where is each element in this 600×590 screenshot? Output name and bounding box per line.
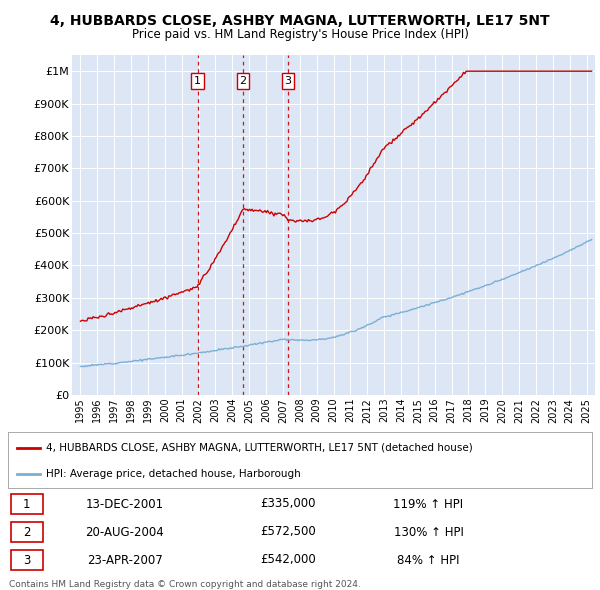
Text: 1: 1	[23, 497, 31, 510]
Text: HPI: Average price, detached house, Harborough: HPI: Average price, detached house, Harb…	[46, 469, 301, 479]
FancyBboxPatch shape	[11, 522, 43, 542]
Text: 2: 2	[239, 76, 247, 86]
Text: £542,000: £542,000	[260, 553, 316, 566]
Text: 3: 3	[23, 553, 31, 566]
FancyBboxPatch shape	[11, 494, 43, 514]
Text: £572,500: £572,500	[260, 526, 316, 539]
Text: 20-AUG-2004: 20-AUG-2004	[85, 526, 164, 539]
Text: 23-APR-2007: 23-APR-2007	[87, 553, 163, 566]
Text: 13-DEC-2001: 13-DEC-2001	[86, 497, 164, 510]
Text: Contains HM Land Registry data © Crown copyright and database right 2024.: Contains HM Land Registry data © Crown c…	[9, 580, 361, 589]
Text: 84% ↑ HPI: 84% ↑ HPI	[397, 553, 460, 566]
FancyBboxPatch shape	[11, 550, 43, 570]
Text: £335,000: £335,000	[260, 497, 316, 510]
Text: 119% ↑ HPI: 119% ↑ HPI	[394, 497, 464, 510]
Text: 3: 3	[284, 76, 292, 86]
Text: 1: 1	[194, 76, 201, 86]
Text: 4, HUBBARDS CLOSE, ASHBY MAGNA, LUTTERWORTH, LE17 5NT (detached house): 4, HUBBARDS CLOSE, ASHBY MAGNA, LUTTERWO…	[46, 442, 473, 453]
Text: Price paid vs. HM Land Registry's House Price Index (HPI): Price paid vs. HM Land Registry's House …	[131, 28, 469, 41]
Text: 4, HUBBARDS CLOSE, ASHBY MAGNA, LUTTERWORTH, LE17 5NT: 4, HUBBARDS CLOSE, ASHBY MAGNA, LUTTERWO…	[50, 14, 550, 28]
Text: 2: 2	[23, 526, 31, 539]
Text: 130% ↑ HPI: 130% ↑ HPI	[394, 526, 463, 539]
